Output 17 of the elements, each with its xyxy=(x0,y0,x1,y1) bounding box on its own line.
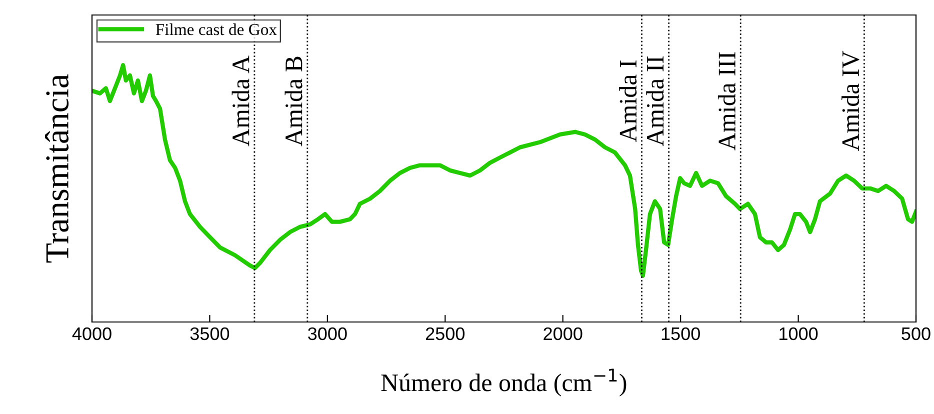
x-tick-label: 4000 xyxy=(72,327,112,340)
x-tick-label: 2500 xyxy=(426,327,465,340)
y-axis-title: Transmitância xyxy=(45,74,69,263)
x-tick-label: 500 xyxy=(902,327,930,340)
ref-line-label: Amida B xyxy=(284,56,302,146)
ref-line-label: Amida I xyxy=(619,60,637,142)
x-tick-label: 1000 xyxy=(780,327,818,340)
ref-line-label: Amida III xyxy=(718,52,736,150)
x-tick-label: 3500 xyxy=(190,327,230,340)
x-tick-label: 2000 xyxy=(544,327,582,340)
ref-line-label: Amida II xyxy=(646,56,664,146)
ref-line-label: Amida IV xyxy=(842,50,860,152)
x-tick-label: 1500 xyxy=(662,327,700,340)
ref-line-label: Amida A xyxy=(232,56,250,146)
x-axis-title: Número de onda (cm$^{−1}$) xyxy=(381,368,626,396)
x-tick-label: 3000 xyxy=(308,327,347,340)
legend-label: Filme cast de Gox xyxy=(156,23,277,36)
